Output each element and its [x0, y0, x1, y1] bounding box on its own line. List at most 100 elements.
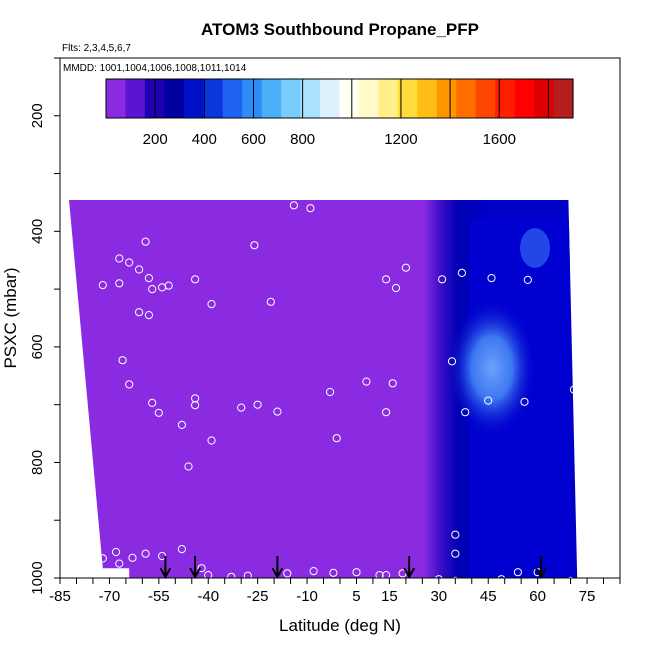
sample-marker: [141, 237, 150, 246]
colorbar-tick-label: 1200: [384, 131, 417, 148]
y-tick-label: 600: [29, 334, 46, 359]
sample-markers: [69, 109, 579, 587]
colorbar-cell: [358, 79, 380, 118]
x-tick-label: 15: [381, 588, 398, 605]
y-tick-label: 1000: [29, 561, 46, 594]
sample-marker: [566, 576, 575, 586]
colorbar-cell: [495, 79, 516, 118]
colorbar-cell: [106, 79, 127, 118]
colorbar-cell: [281, 79, 302, 118]
sample-marker: [569, 385, 579, 394]
colorbar-tick-label: 600: [241, 131, 266, 148]
sample-marker: [326, 387, 335, 397]
flight-arrow: [535, 556, 547, 580]
sample-marker: [322, 129, 331, 138]
x-tick-label: 30: [430, 588, 447, 605]
colorbar-cell: [339, 79, 360, 118]
colorbar-cell: [514, 79, 535, 118]
sample-marker: [513, 568, 523, 577]
x-tick-label: -10: [296, 588, 318, 605]
colorbar: 200 400 600 800 1200 1600: [105, 78, 574, 148]
sample-marker: [477, 147, 486, 156]
sample-marker: [457, 146, 466, 155]
sample-marker: [451, 576, 460, 586]
sample-marker: [266, 179, 275, 189]
sample-marker: [154, 408, 163, 417]
sample-marker: [382, 571, 391, 580]
sample-marker: [174, 127, 183, 137]
sample-marker: [197, 141, 206, 150]
sample-marker: [85, 127, 94, 137]
sample-marker: [181, 179, 190, 189]
x-tick-label: 75: [579, 588, 596, 605]
sample-marker: [487, 274, 496, 283]
sample-marker: [118, 356, 127, 365]
sample-marker: [382, 275, 391, 284]
sample-marker: [431, 179, 440, 189]
sample-marker: [144, 274, 153, 283]
sample-marker: [329, 568, 338, 577]
x-tick-label: -70: [99, 588, 121, 605]
sample-marker: [115, 127, 124, 137]
colorbar-cell: [261, 79, 282, 118]
sample-marker: [391, 283, 401, 293]
x-tick-label: -40: [197, 588, 219, 605]
sample-marker: [191, 401, 200, 410]
sample-marker: [329, 155, 338, 164]
sample-marker: [471, 578, 480, 587]
colorbar-cell: [164, 79, 185, 118]
sample-marker: [250, 241, 259, 250]
x-tick-label: -55: [148, 588, 170, 605]
colorbar-cell: [534, 79, 555, 118]
x-tick-label: 45: [480, 588, 497, 605]
sample-marker: [378, 155, 387, 164]
sample-marker: [177, 420, 186, 429]
colorbar-tick-label: 200: [143, 131, 168, 148]
sample-marker: [115, 559, 124, 568]
sample-marker: [523, 140, 532, 149]
sample-marker: [237, 161, 246, 170]
sample-marker: [69, 127, 78, 137]
flight-arrow: [271, 556, 284, 580]
sample-marker: [98, 281, 107, 290]
sample-marker: [105, 145, 114, 154]
sample-marker: [98, 554, 107, 563]
mid-tropo-core: [447, 298, 537, 438]
upper-jet-core: [520, 228, 550, 268]
colorbar-cell: [456, 79, 477, 118]
sample-marker: [125, 380, 134, 389]
sample-marker: [144, 311, 153, 320]
colorbar-cell: [553, 79, 574, 118]
colorbar-cell: [242, 79, 263, 118]
sample-marker: [125, 127, 134, 137]
x-tick-label: -25: [247, 588, 269, 605]
x-axis: -85 -70 -55 -40 -25 -10 5 15 30 45 60 75: [49, 578, 621, 605]
colorbar-cell: [436, 79, 457, 118]
sample-marker: [289, 201, 298, 210]
sample-marker: [355, 140, 364, 149]
sample-marker: [375, 571, 384, 580]
y-tick-label: 400: [29, 219, 46, 244]
sample-marker: [207, 300, 216, 309]
colorbar-cell: [417, 79, 438, 118]
x-axis-label: Latitude (deg N): [279, 616, 401, 635]
sample-marker: [177, 545, 186, 554]
dates-label: MMDD: 1001,1004,1006,1008,1011,1014: [63, 63, 247, 74]
sample-marker: [121, 145, 131, 154]
sample-marker: [391, 153, 401, 163]
colorbar-frame: [105, 78, 574, 119]
sample-marker: [125, 258, 134, 267]
sample-marker: [520, 397, 529, 406]
sample-marker: [438, 275, 447, 284]
sample-marker: [253, 179, 262, 189]
colorbar-cell: [300, 79, 321, 118]
colorbar-tick-label: 400: [192, 131, 217, 148]
sample-marker: [151, 161, 160, 170]
sample-marker: [108, 130, 117, 139]
sample-marker: [111, 547, 121, 557]
sample-marker: [135, 265, 144, 274]
sample-marker: [306, 204, 315, 213]
colorbar-cell: [397, 79, 418, 118]
colorbar-tick-label: 800: [290, 131, 315, 148]
sample-marker: [102, 127, 111, 137]
